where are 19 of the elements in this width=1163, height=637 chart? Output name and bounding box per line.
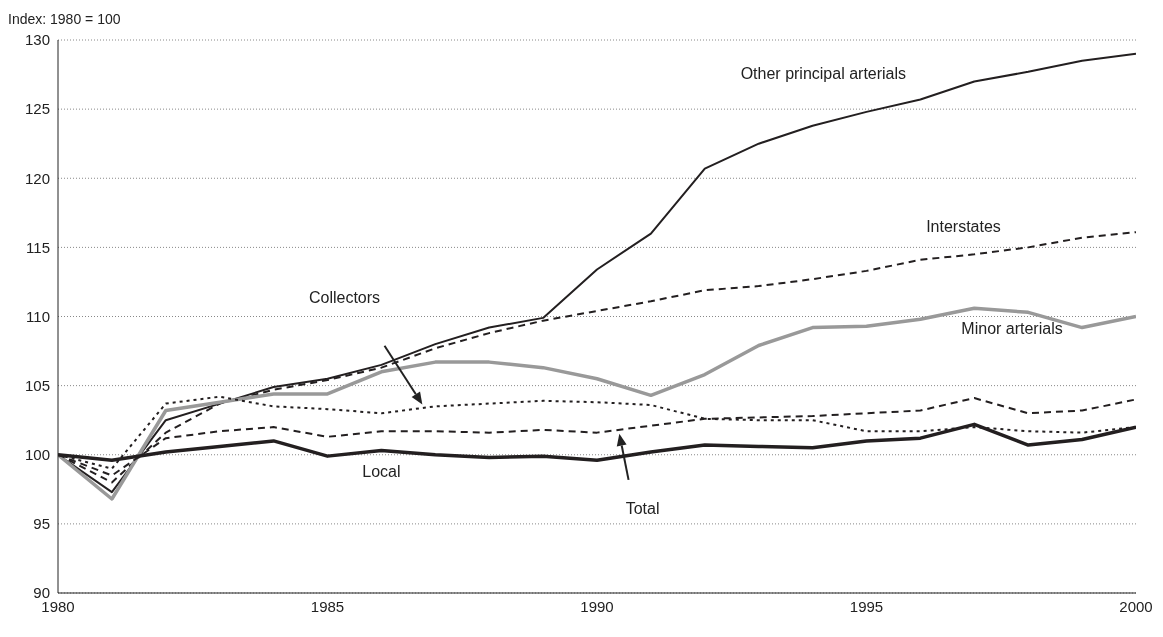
series-label: Minor arterials (961, 320, 1063, 338)
y-tick-label: 110 (26, 307, 50, 325)
x-tick-label: 1990 (580, 597, 614, 615)
series-label: Other principal arterials (740, 64, 907, 82)
annotation: Collectors (308, 288, 381, 306)
y-tick-label: 120 (24, 169, 50, 187)
x-tick-label: 1995 (849, 597, 884, 615)
y-tick-label: 100 (24, 446, 50, 464)
y-tick-label: 130 (24, 31, 50, 49)
x-tick-label: 2000 (1119, 597, 1153, 615)
y-tick-label: 95 (33, 515, 50, 533)
series-label: Interstates (926, 218, 1001, 236)
y-axis-title: Index: 1980 = 100 (8, 11, 121, 27)
annotation: Total (625, 499, 660, 517)
y-tick-label: 125 (24, 100, 50, 118)
y-tick-label: 105 (24, 376, 50, 394)
y-tick-label: 115 (26, 238, 50, 256)
series-label: Local (362, 462, 401, 480)
x-tick-label: 1985 (310, 597, 345, 615)
